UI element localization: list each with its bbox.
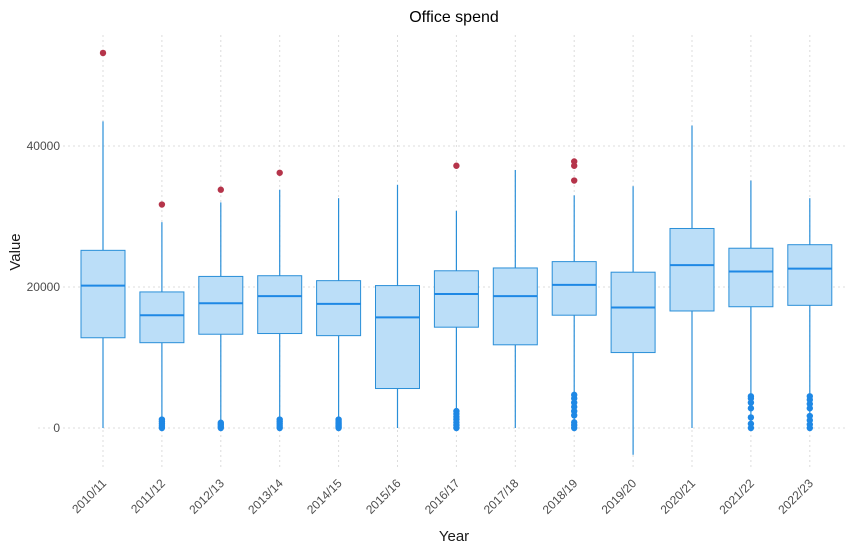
x-tick-label: 2014/15 [304, 476, 345, 517]
box-iqr [198, 275, 244, 335]
x-tick-label: 2020/21 [658, 476, 699, 517]
box-iqr [316, 280, 362, 337]
box-2012-13 [198, 186, 244, 432]
outlier-point-high [276, 169, 283, 176]
box-2011-12 [139, 201, 185, 432]
box-2020-21 [669, 125, 715, 428]
box-iqr [375, 285, 420, 390]
box-iqr [80, 249, 126, 339]
outlier-point-low [747, 420, 755, 427]
x-tick-label: 2013/14 [245, 476, 286, 517]
y-tick-label: 40000 [27, 139, 61, 153]
box-2021-22 [728, 180, 774, 432]
x-tick-label: 2021/22 [716, 476, 757, 517]
x-tick-label: 2016/17 [422, 476, 463, 517]
box-2015-16 [375, 184, 420, 428]
box-iqr [669, 227, 715, 312]
outlier-point-high [453, 162, 460, 169]
x-tick-label: 2010/11 [69, 476, 109, 516]
chart-title: Office spend [409, 9, 499, 26]
box-iqr [257, 275, 303, 335]
x-tick-label: 2019/20 [599, 476, 640, 517]
outlier-point-low [571, 391, 578, 399]
box-2018-19 [551, 158, 597, 432]
y-tick-label: 0 [53, 421, 60, 435]
outlier-point-low [747, 393, 755, 400]
outlier-point-low [276, 416, 283, 423]
box-series [80, 49, 833, 455]
outlier-point-low [571, 419, 578, 426]
x-tick-label: 2022/23 [775, 476, 816, 517]
outlier-point-low [158, 416, 166, 423]
outlier-point-low [453, 407, 460, 415]
box-2016-17 [433, 162, 479, 432]
box-2022-23 [787, 198, 833, 432]
outlier-point-low [335, 416, 342, 423]
outlier-point-low [806, 393, 813, 400]
box-2013-14 [257, 169, 303, 432]
x-axis-ticks: 2010/11 2011/12 2012/13 2013/14 2014/15 2015/… [69, 476, 816, 517]
box-iqr [728, 247, 774, 308]
x-tick-label: 2015/16 [363, 476, 404, 517]
outlier-point-low [747, 414, 755, 421]
x-tick-label: 2012/13 [186, 476, 227, 517]
box-iqr [551, 261, 597, 316]
outlier-point-high [571, 158, 578, 165]
outlier-point-high [158, 201, 166, 208]
outlier-point-low [747, 405, 755, 412]
outlier-point-low [217, 419, 224, 426]
x-tick-label: 2017/18 [481, 476, 522, 517]
outlier-point-high [217, 186, 224, 193]
box-iqr [139, 291, 185, 344]
box-2017-18 [492, 169, 538, 428]
box-iqr [433, 270, 479, 328]
x-tick-label: 2011/12 [128, 476, 168, 516]
x-axis-title: Year [439, 528, 469, 545]
outlier-point-low [806, 412, 813, 420]
box-iqr [787, 244, 833, 306]
x-tick-label: 2018/19 [540, 476, 581, 517]
box-2019-20 [610, 186, 656, 455]
y-axis-ticks: 0 20000 40000 [27, 139, 61, 435]
grid [38, 35, 845, 470]
y-tick-label: 20000 [27, 280, 61, 294]
box-iqr [610, 271, 656, 354]
box-iqr [492, 267, 538, 346]
box-2010-11 [80, 49, 126, 428]
box-2014-15 [316, 198, 362, 432]
outlier-point-high [571, 177, 578, 184]
y-axis-title: Value [7, 233, 24, 270]
outlier-point-high [99, 49, 107, 57]
